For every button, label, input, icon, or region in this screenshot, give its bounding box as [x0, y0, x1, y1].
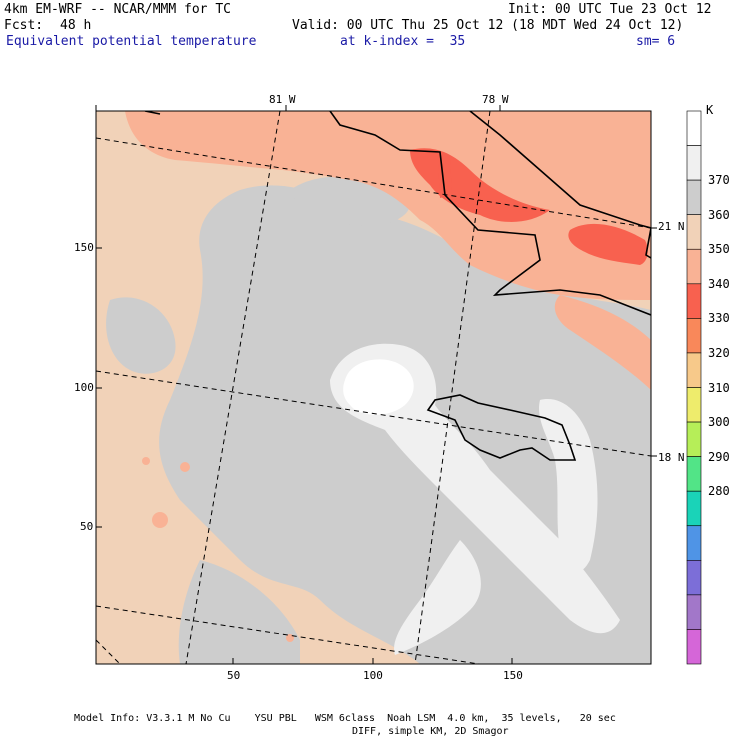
light-gray-band-east: [538, 399, 598, 573]
light-gray-band: [330, 343, 620, 634]
colorbar-cell: [686, 248, 702, 285]
colorbar-cell: [686, 490, 702, 527]
colorbar-label: 300: [708, 415, 730, 430]
pink-region-north: [125, 111, 651, 300]
colorbar-cell: [686, 525, 702, 561]
valid-time: Valid: 00 UTC Thu 25 Oct 12 (18 MDT Wed …: [292, 18, 684, 33]
light-gray-band-south: [394, 540, 481, 655]
coastlines: [144, 111, 651, 461]
pink-spot: [152, 512, 168, 528]
colorbar-unit: K: [706, 103, 714, 117]
colorbar-cell: [686, 214, 702, 250]
white-core: [343, 359, 414, 415]
colorbar-cell: [686, 387, 702, 423]
axis-ticks: [95, 105, 657, 664]
colorbar-cell: [686, 318, 702, 354]
colorbar-cell: [686, 352, 702, 388]
latitude-label-18n: 18 N: [658, 451, 685, 464]
colorbar-label: 310: [708, 380, 730, 395]
y-tick-label: 150: [74, 241, 94, 254]
colorbar-label: 280: [708, 484, 730, 499]
colorbar-label: 330: [708, 311, 730, 326]
map-field: [96, 111, 651, 664]
colorbar-label: 340: [708, 276, 730, 291]
x-tick-label: 50: [227, 669, 241, 682]
model-diffusion: DIFF, simple KM, 2D Smagor: [352, 726, 509, 737]
field-name: Equivalent potential temperature: [6, 34, 257, 49]
longitude-label-78w: 78 W: [482, 93, 509, 106]
red-patch-east: [568, 223, 648, 265]
colorbar-cell: [686, 421, 702, 457]
colorbar-cell: [686, 179, 702, 215]
colorbar-label: 360: [708, 207, 730, 222]
forecast-value: 48 h: [60, 18, 92, 33]
init-time: Init: 00 UTC Tue 23 Oct 12: [508, 2, 712, 17]
colorbar-cell: [686, 456, 702, 492]
x-tick-label: 100: [363, 669, 383, 682]
colorbar-cell: [686, 283, 702, 319]
model-title: 4km EM-WRF -- NCAR/MMM for TC: [4, 2, 231, 17]
gray-region-west: [106, 297, 176, 374]
colorbar-label: 370: [708, 173, 730, 188]
x-tick-label: 150: [503, 669, 523, 682]
gray-region-south: [178, 560, 300, 664]
pink-spot: [142, 457, 150, 465]
pink-spot: [180, 462, 190, 472]
y-tick-label: 100: [74, 381, 94, 394]
colorbar-cell: [686, 594, 702, 630]
level-label: at k-index = 35: [340, 34, 466, 49]
colorbar-cell: [686, 110, 702, 146]
colorbar-label: 320: [708, 345, 730, 360]
model-info: Model Info: V3.3.1 M No Cu YSU PBL WSM 6…: [74, 713, 616, 724]
colorbar-cell: [686, 629, 702, 665]
colorbar-cell: [686, 145, 702, 181]
graticule: [96, 111, 651, 664]
forecast-label: Fcst:: [4, 18, 44, 33]
colorbar-label: 350: [708, 242, 730, 257]
colorbar-cell: [686, 560, 702, 596]
colorbar-label: 290: [708, 449, 730, 464]
pink-region-east: [554, 295, 651, 390]
smoothing-label: sm= 6: [636, 34, 676, 49]
longitude-label-81w: 81 W: [269, 93, 296, 106]
y-tick-label: 50: [80, 520, 94, 533]
latitude-label-21n: 21 N: [658, 220, 685, 233]
